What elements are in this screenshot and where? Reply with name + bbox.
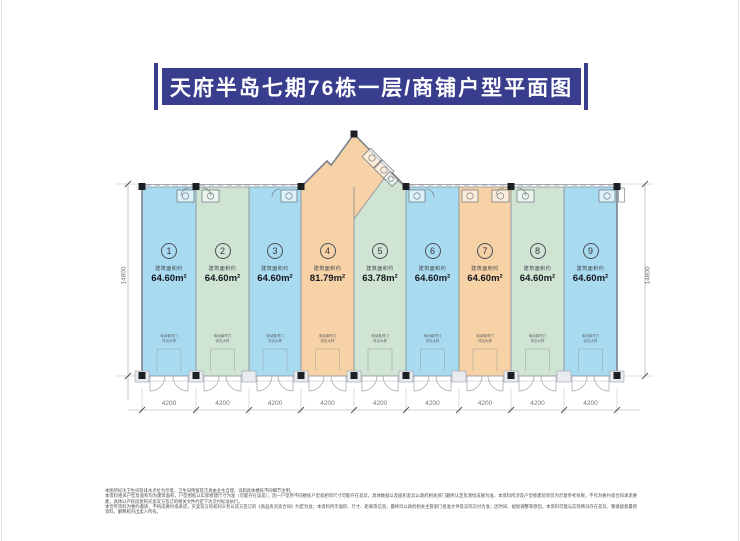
unit-4-floor	[301, 134, 406, 376]
toilet-unit-5	[383, 171, 399, 187]
dim-width-6: 4200	[425, 400, 440, 407]
area-prefix: 建筑面积约	[418, 266, 447, 272]
dim-width-4: 4200	[320, 400, 335, 407]
toilet-pair-wall-7-8	[491, 187, 535, 203]
area-prefix: 建筑面积约	[366, 266, 394, 272]
area-value: 64.60m²	[572, 273, 609, 284]
unit-number-badge: 3	[267, 243, 283, 259]
disclaimer-text: 本图所标注卫生间及排水点位为示意，卫生间预留及洁具由业主自理，详和具体楼栋不同细…	[105, 488, 637, 514]
disclaimer-line-3: 本宣传资料为要约邀请，不构成要约或承诺，买卖双方的权利义务以双方签订的《商品房买…	[105, 503, 637, 515]
unit-label-2: 2 建筑面积约 64.60m² 电动卷帘门 详见大样	[197, 241, 249, 361]
dim-width-3: 4200	[267, 400, 283, 407]
unit-4-5-partition	[353, 172, 389, 220]
unit-label-8: 8 建筑面积约 64.60m² 电动卷帘门 详见大样	[512, 241, 564, 361]
door-tag	[618, 187, 625, 203]
unit-number-badge: 6	[424, 243, 441, 259]
unit-7-floor	[459, 187, 511, 376]
unit-2-floor	[196, 187, 249, 376]
disclaimer-line-1: 本图所标注卫生间及排水点位为示意，卫生间预留及洁具由业主自理，详和具体楼栋不同细…	[105, 488, 295, 493]
toilet-pair-wall-1-2	[176, 187, 220, 203]
dim-width-5: 4200	[372, 400, 388, 407]
toilet-unit-6	[408, 188, 435, 203]
dim-width-2: 4200	[215, 400, 230, 407]
unit-note: 电动卷帘门 详见大样	[476, 334, 494, 343]
unit-note: 电动卷帘门 详见大样	[266, 334, 284, 343]
unit-label-7: 7 建筑面积约 64.60m² 电动卷帘门 详见大样	[459, 241, 511, 361]
dim-width-7: 4200	[477, 400, 493, 407]
unit-note: 电动卷帘门 详见大样	[423, 334, 442, 343]
dim-height-left: 14800	[120, 266, 128, 285]
dim-width-1: 4200	[161, 400, 177, 407]
unit-number-badge: 2	[214, 243, 231, 259]
toilet-unit-3	[271, 188, 298, 203]
toilet-unit-7	[461, 189, 479, 203]
banner-side-bar-right	[584, 63, 588, 110]
unit-label-9: 9 建筑面积约 64.60m² 电动卷帘门 详见大样	[565, 241, 617, 361]
top-wall-left	[142, 184, 301, 188]
right-dimension	[620, 180, 653, 380]
unit-label-1: 1 建筑面积约 64.60m² 电动卷帘门 详见大样	[143, 241, 195, 361]
unit-number-badge: 5	[372, 243, 388, 259]
disclaimer-line-2: 本资料相关户型及面积均为建筑面积，户型图纸以实际修建尺寸为准（可能存在误差）；因…	[105, 493, 637, 504]
area-value: 64.60m²	[257, 273, 293, 284]
unit-1-floor	[142, 187, 196, 376]
unit-label-5: 5 建筑面积约 63.78m² 电动卷帘门 详见大样	[354, 241, 406, 361]
area-value: 63.78m²	[362, 273, 398, 284]
area-prefix: 建筑面积约	[155, 266, 183, 272]
dim-height-right: 14800	[644, 266, 652, 285]
area-prefix: 建筑面积约	[313, 266, 342, 272]
unit-number-badge: 9	[582, 243, 599, 259]
area-prefix: 建筑面积约	[471, 266, 499, 272]
toilet-unit-9	[598, 189, 616, 203]
area-prefix: 建筑面积约	[576, 266, 605, 272]
area-value: 64.60m²	[519, 273, 556, 284]
area-value: 64.60m²	[467, 273, 503, 284]
page-left-border	[1, 0, 2, 541]
area-value: 64.60m²	[151, 273, 187, 284]
page-right-border	[738, 0, 739, 541]
area-value: 64.60m²	[414, 273, 451, 284]
unit-3-floor	[249, 187, 301, 376]
unit-number-badge: 4	[319, 243, 336, 259]
unit-label-4: 4 建筑面积约 81.79m² 电动卷帘门 详见大样	[302, 241, 354, 361]
unit-label-6: 6 建筑面积约 64.60m² 电动卷帘门 详见大样	[407, 241, 459, 361]
unit-5-floor	[354, 173, 406, 376]
unit-note: 电动卷帘门 详见大样	[371, 334, 389, 343]
page-title: 天府半岛七期76栋一层/商铺户型平面图	[162, 68, 581, 105]
unit-number-badge: 8	[529, 243, 546, 259]
unit-8-floor	[511, 187, 564, 376]
unit-9-floor	[564, 187, 617, 376]
area-prefix: 建筑面积约	[261, 266, 289, 272]
area-prefix: 建筑面积约	[208, 266, 237, 272]
area-value: 64.60m²	[204, 273, 241, 284]
generated-plan-details	[134, 183, 625, 414]
unit-note: 电动卷帘门 详见大样	[318, 334, 337, 343]
unit-label-3: 3 建筑面积约 64.60m² 电动卷帘门 详见大样	[249, 241, 301, 361]
ridge-column	[350, 130, 358, 138]
toilet-unit-4a	[361, 147, 383, 169]
dim-width-8: 4200	[530, 400, 545, 407]
unit-note: 电动卷帘门 详见大样	[160, 334, 178, 343]
unit-note: 电动卷帘门 详见大样	[581, 334, 600, 343]
banner-side-bar-left	[154, 63, 158, 110]
unit-number-badge: 1	[161, 243, 177, 259]
unit-note: 电动卷帘门 详见大样	[213, 334, 232, 343]
unit-4-projection-wall	[300, 132, 407, 188]
unit-6-floor	[406, 187, 459, 376]
unit-note: 电动卷帘门 详见大样	[528, 334, 547, 343]
area-value: 81.79m²	[309, 273, 346, 284]
unit-number-badge: 7	[477, 243, 493, 259]
area-prefix: 建筑面积约	[523, 266, 552, 272]
dim-width-9: 4200	[583, 400, 598, 407]
